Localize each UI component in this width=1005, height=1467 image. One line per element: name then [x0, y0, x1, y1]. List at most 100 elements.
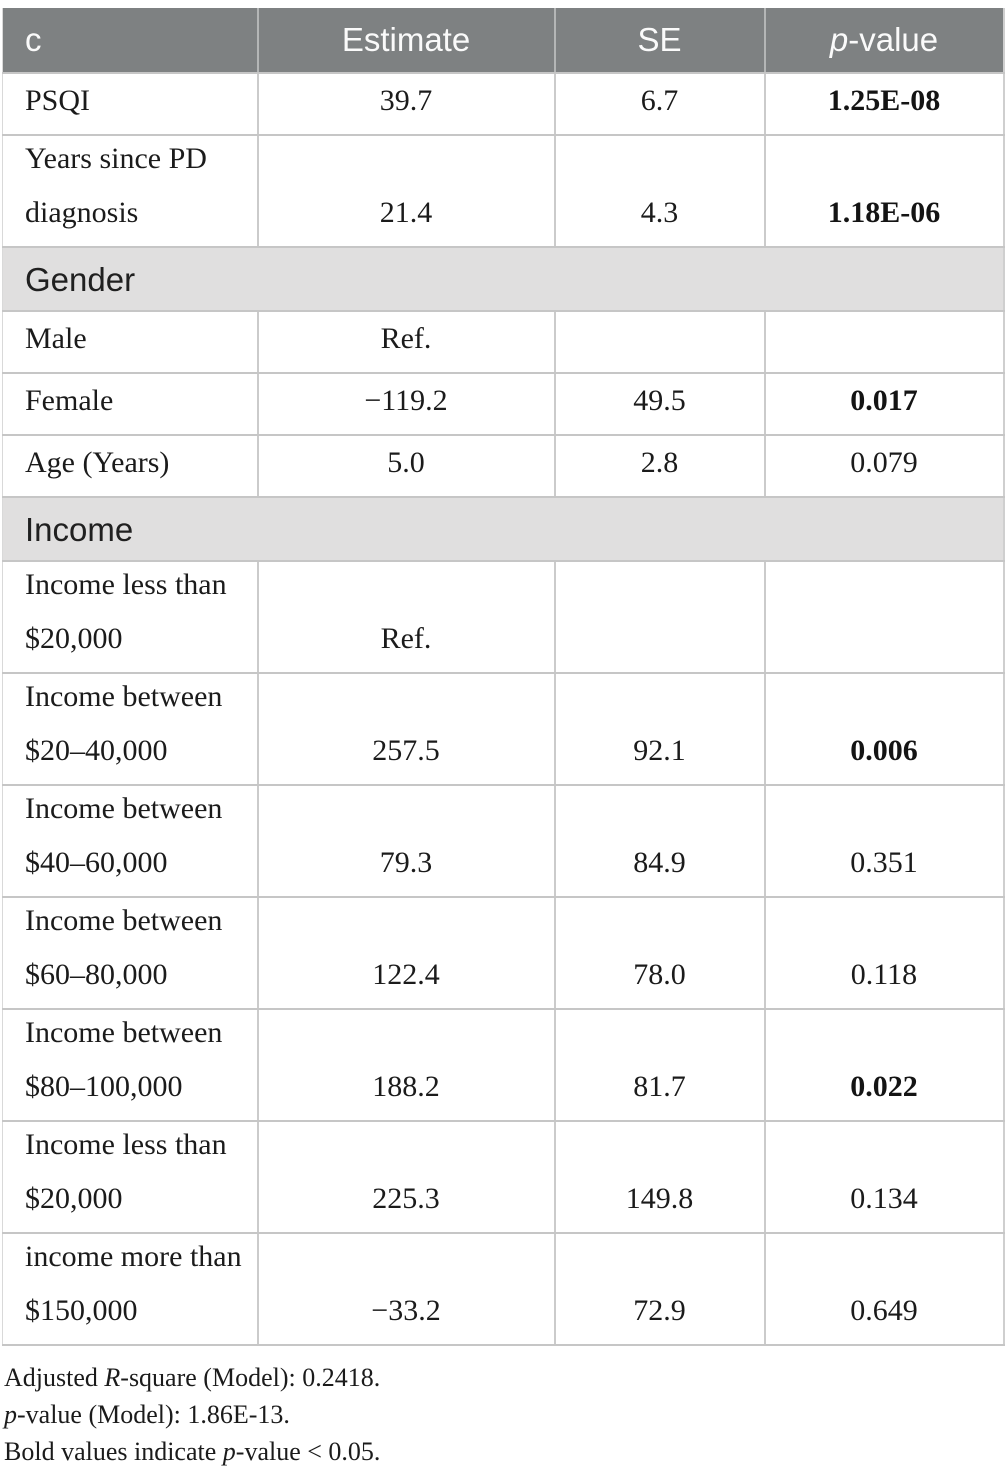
cell-se: 84.9: [553, 785, 765, 898]
row-label-line: Male: [25, 322, 87, 356]
cell-se: 81.7: [553, 1009, 765, 1122]
cell-pvalue: 0.006: [763, 673, 1004, 786]
cell-estimate: 21.4: [256, 135, 555, 248]
footnote-text: -square (Model): 0.2418.: [120, 1363, 381, 1392]
header-cell-estimate: Estimate: [257, 8, 556, 74]
row-label: Income between $60–80,000: [2, 897, 258, 1010]
row-label-line: income more than: [25, 1239, 242, 1273]
row-label-line: $150,000: [25, 1294, 138, 1328]
row-label-line: Age (Years): [25, 446, 170, 480]
cell-estimate: 257.5: [256, 673, 555, 786]
footnote-text: -value (Model): 1.86E-13.: [17, 1400, 290, 1429]
cell-se: 4.3: [553, 135, 765, 248]
cell-pvalue: 0.134: [763, 1121, 1004, 1234]
table-row: Income between $80–100,000 188.2 81.7 0.022: [2, 1009, 1004, 1122]
cell-se: 78.0: [553, 897, 765, 1010]
table-row: Years since PD diagnosis 21.4 4.3 1.18E-06: [2, 135, 1004, 248]
row-label-line: Income less than: [25, 567, 227, 601]
cell-pvalue: 0.351: [763, 785, 1004, 898]
regression-table: c Estimate SE p-value PSQI 39.7 6.7 1.25E-0…: [2, 8, 1005, 1346]
footnote-model-pvalue: p-value (Model): 1.86E-13.: [4, 1396, 1005, 1433]
row-label-line: Female: [25, 384, 114, 418]
row-label-line: diagnosis: [25, 196, 139, 230]
header-pvalue-rest: -value: [848, 21, 939, 58]
cell-se: 72.9: [553, 1233, 765, 1346]
row-label-line: Years since PD: [25, 141, 207, 175]
cell-estimate: 79.3: [256, 785, 555, 898]
cell-se: 49.5: [553, 373, 765, 436]
cell-pvalue: 0.079: [763, 435, 1004, 498]
row-label-line: Income between: [25, 679, 223, 713]
row-label-line: Income between: [25, 791, 223, 825]
cell-se: 6.7: [553, 73, 765, 136]
cell-pvalue: 0.017: [763, 373, 1004, 436]
section-row: Income: [2, 497, 1004, 562]
table-header: c Estimate SE p-value: [2, 8, 1004, 74]
footnote-text: Adjusted: [4, 1363, 105, 1392]
table-footnotes: Adjusted R-square (Model): 0.2418. p-val…: [4, 1359, 1005, 1467]
row-label: Income between $20–40,000: [2, 673, 258, 786]
cell-se: 92.1: [553, 673, 765, 786]
table-row: Income between $40–60,000 79.3 84.9 0.351: [2, 785, 1004, 898]
row-label-line: $20–40,000: [25, 734, 168, 768]
table-row: income more than $150,000 −33.2 72.9 0.649: [2, 1233, 1004, 1346]
row-label: Age (Years): [2, 435, 258, 498]
row-label-line: Income between: [25, 903, 223, 937]
table-row: Male Ref.: [2, 311, 1004, 374]
cell-se: [553, 311, 765, 374]
table-row: Income less than $20,000 225.3 149.8 0.134: [2, 1121, 1004, 1234]
row-label: PSQI: [2, 73, 258, 136]
row-label-line: Income between: [25, 1015, 223, 1049]
row-label: Income between $80–100,000: [2, 1009, 258, 1122]
row-label: income more than $150,000: [2, 1233, 258, 1346]
table-row: Income between $20–40,000 257.5 92.1 0.006: [2, 673, 1004, 786]
footnote-italic: R: [104, 1363, 121, 1392]
section-label: Gender: [2, 247, 1004, 312]
cell-estimate: Ref.: [256, 561, 555, 674]
header-cell-se: SE: [554, 8, 766, 74]
row-label: Income less than $20,000: [2, 561, 258, 674]
footnote-text: Bold values indicate: [4, 1437, 223, 1466]
cell-estimate: 188.2: [256, 1009, 555, 1122]
row-label: Male: [2, 311, 258, 374]
cell-pvalue: 0.649: [763, 1233, 1004, 1346]
cell-pvalue: [763, 561, 1004, 674]
row-label-line: $20,000: [25, 1182, 123, 1216]
row-label-line: PSQI: [25, 84, 91, 118]
section-row: Gender: [2, 247, 1004, 312]
table-row: Female −119.2 49.5 0.017: [2, 373, 1004, 436]
cell-estimate: 5.0: [256, 435, 555, 498]
cell-estimate: −33.2: [256, 1233, 555, 1346]
row-label-line: Income less than: [25, 1127, 227, 1161]
row-label: Years since PD diagnosis: [2, 135, 258, 248]
table-row: PSQI 39.7 6.7 1.25E-08: [2, 73, 1004, 136]
table-row: Income less than $20,000 Ref.: [2, 561, 1004, 674]
header-cell-c: c: [2, 8, 259, 74]
header-pvalue-italic: p: [829, 21, 849, 58]
footnote-adjusted-r-square: Adjusted R-square (Model): 0.2418.: [4, 1359, 1005, 1396]
footnote-bold-values: Bold values indicate p-value < 0.05.: [4, 1433, 1005, 1467]
row-label-line: $20,000: [25, 622, 123, 656]
footnote-text: -value < 0.05.: [235, 1437, 381, 1466]
table-row: Age (Years) 5.0 2.8 0.079: [2, 435, 1004, 498]
header-cell-pvalue: p-value: [764, 8, 1004, 74]
cell-estimate: 39.7: [256, 73, 555, 136]
cell-estimate: 225.3: [256, 1121, 555, 1234]
row-label-line: $80–100,000: [25, 1070, 183, 1104]
footnote-italic: p: [222, 1437, 236, 1466]
header-row: c Estimate SE p-value: [2, 8, 1004, 74]
cell-se: [553, 561, 765, 674]
cell-se: 2.8: [553, 435, 765, 498]
cell-estimate: Ref.: [256, 311, 555, 374]
cell-pvalue: 1.25E-08: [763, 73, 1004, 136]
cell-pvalue: 0.022: [763, 1009, 1004, 1122]
table-row: Income between $60–80,000 122.4 78.0 0.118: [2, 897, 1004, 1010]
cell-pvalue: [763, 311, 1004, 374]
row-label: Income less than $20,000: [2, 1121, 258, 1234]
cell-pvalue: 1.18E-06: [763, 135, 1004, 248]
footnote-italic: p: [4, 1400, 17, 1429]
row-label: Income between $40–60,000: [2, 785, 258, 898]
table-body: PSQI 39.7 6.7 1.25E-08 Years since PD diagnos…: [2, 73, 1004, 1346]
section-label: Income: [2, 497, 1004, 562]
row-label-line: $60–80,000: [25, 958, 168, 992]
